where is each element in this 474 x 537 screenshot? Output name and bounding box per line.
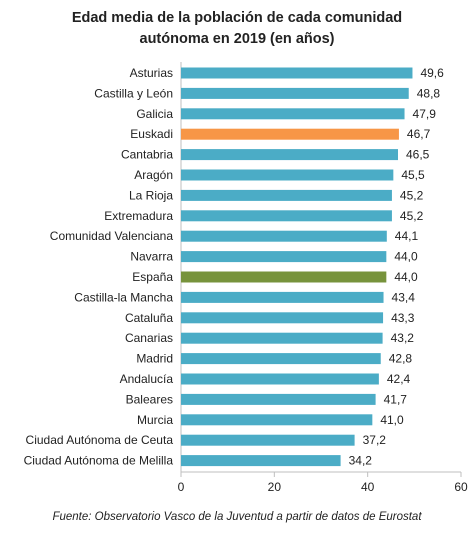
category-label: Madrid bbox=[136, 352, 173, 366]
value-label: 44,1 bbox=[395, 229, 419, 243]
value-label: 44,0 bbox=[394, 270, 418, 284]
value-label: 45,2 bbox=[400, 209, 424, 223]
category-label: Canarias bbox=[125, 331, 173, 345]
bar bbox=[181, 373, 379, 385]
bar bbox=[181, 291, 384, 303]
bar bbox=[181, 312, 384, 324]
category-label: Ciudad Autónoma de Melilla bbox=[24, 454, 174, 468]
category-label: Castilla y León bbox=[94, 86, 173, 100]
chart-title: Edad media de la población de cada comun… bbox=[0, 8, 474, 50]
bar bbox=[181, 128, 399, 140]
bar bbox=[181, 169, 394, 181]
bar bbox=[181, 149, 398, 161]
value-label: 34,2 bbox=[349, 454, 373, 468]
category-label: Galicia bbox=[136, 107, 173, 121]
chart-title-line-2: autónoma en 2019 (en años) bbox=[139, 31, 335, 47]
value-label: 42,8 bbox=[389, 352, 413, 366]
category-label: Asturias bbox=[130, 66, 173, 80]
chart-title-line-1: Edad media de la población de cada comun… bbox=[71, 10, 403, 26]
value-label: 41,7 bbox=[384, 392, 408, 406]
bar bbox=[181, 393, 376, 405]
bar bbox=[181, 332, 383, 344]
value-label: 43,3 bbox=[391, 311, 415, 325]
x-tick-label: 20 bbox=[268, 480, 282, 494]
category-label: Castilla-la Mancha bbox=[74, 290, 173, 304]
value-label: 46,7 bbox=[407, 127, 431, 141]
bar bbox=[181, 230, 387, 242]
value-label: 37,2 bbox=[363, 433, 387, 447]
category-label: Murcia bbox=[137, 413, 173, 427]
category-label: Ciudad Autónoma de Ceuta bbox=[26, 433, 174, 447]
bar bbox=[181, 251, 387, 263]
bar bbox=[181, 271, 387, 283]
bar bbox=[181, 189, 392, 201]
bar bbox=[181, 67, 413, 79]
bar bbox=[181, 353, 381, 365]
value-label: 47,9 bbox=[413, 107, 437, 121]
bar bbox=[181, 434, 355, 446]
category-label: Cantabria bbox=[121, 148, 173, 162]
value-label: 43,4 bbox=[392, 290, 416, 304]
value-label: 49,6 bbox=[420, 66, 444, 80]
value-label: 45,5 bbox=[401, 168, 425, 182]
value-label: 48,8 bbox=[417, 86, 441, 100]
category-label: Aragón bbox=[134, 168, 173, 182]
bar bbox=[181, 108, 405, 120]
category-label: Euskadi bbox=[130, 127, 173, 141]
category-label: La Rioja bbox=[129, 188, 173, 202]
value-label: 46,5 bbox=[406, 148, 430, 162]
value-label: 41,0 bbox=[380, 413, 404, 427]
x-tick-label: 60 bbox=[454, 480, 468, 494]
bar bbox=[181, 455, 341, 467]
category-label: Cataluña bbox=[125, 311, 173, 325]
category-label: Andalucía bbox=[120, 372, 174, 386]
bar bbox=[181, 414, 373, 426]
category-label: Comunidad Valenciana bbox=[50, 229, 174, 243]
category-label: España bbox=[132, 270, 173, 284]
x-tick-label: 40 bbox=[361, 480, 375, 494]
value-label: 44,0 bbox=[394, 250, 418, 264]
category-label: Extremadura bbox=[104, 209, 173, 223]
value-label: 45,2 bbox=[400, 188, 424, 202]
category-label: Navarra bbox=[130, 250, 173, 264]
bar bbox=[181, 210, 392, 222]
value-label: 42,4 bbox=[387, 372, 411, 386]
x-tick-label: 0 bbox=[178, 480, 185, 494]
value-label: 43,2 bbox=[391, 331, 415, 345]
category-label: Baleares bbox=[126, 392, 173, 406]
bar bbox=[181, 87, 409, 99]
source-note: Fuente: Observatorio Vasco de la Juventu… bbox=[52, 511, 422, 523]
